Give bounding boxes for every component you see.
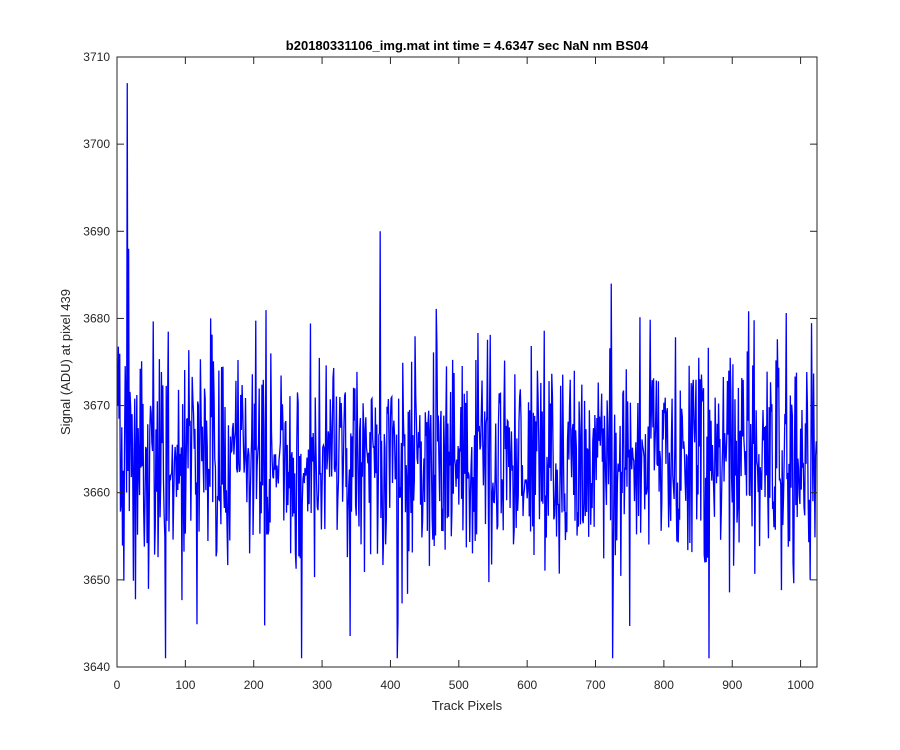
axes-box <box>116 56 818 668</box>
x-tick-label: 0 <box>114 678 121 692</box>
x-tick-label: 800 <box>654 678 674 692</box>
y-tick-label: 3680 <box>83 311 110 325</box>
y-tick-label: 3700 <box>83 137 110 151</box>
x-tick-label: 600 <box>517 678 537 692</box>
x-tick-label: 100 <box>175 678 195 692</box>
series-line <box>117 83 817 659</box>
x-tick-label: 300 <box>312 678 332 692</box>
x-tick-label: 900 <box>722 678 742 692</box>
axes-background <box>117 57 817 667</box>
y-tick-label: 3670 <box>83 399 110 413</box>
x-tick-label: 1000 <box>787 678 814 692</box>
ticks-layer: 0 100 200 300 400 500 600 700 800 900 1000 3640 3650… <box>83 50 817 692</box>
y-tick-label: 3690 <box>83 224 110 238</box>
y-tick-label: 3640 <box>83 660 110 674</box>
x-axis-label: Track Pixels <box>432 698 503 713</box>
y-tick-label: 3650 <box>83 573 110 587</box>
x-tick-label: 500 <box>449 678 469 692</box>
chart-title: b20180331106_img.mat int time = 4.6347 s… <box>286 38 649 53</box>
y-tick-label: 3710 <box>83 50 110 64</box>
plot-area: 0 100 200 300 400 500 600 700 800 900 1000 3640 3650… <box>83 50 818 692</box>
x-tick-label: 700 <box>586 678 606 692</box>
x-tick-label: 200 <box>244 678 264 692</box>
x-tick-label: 400 <box>380 678 400 692</box>
y-axis-label: Signal (ADU) at pixel 439 <box>58 289 73 435</box>
series-layer <box>117 83 817 659</box>
y-tick-label: 3660 <box>83 486 110 500</box>
